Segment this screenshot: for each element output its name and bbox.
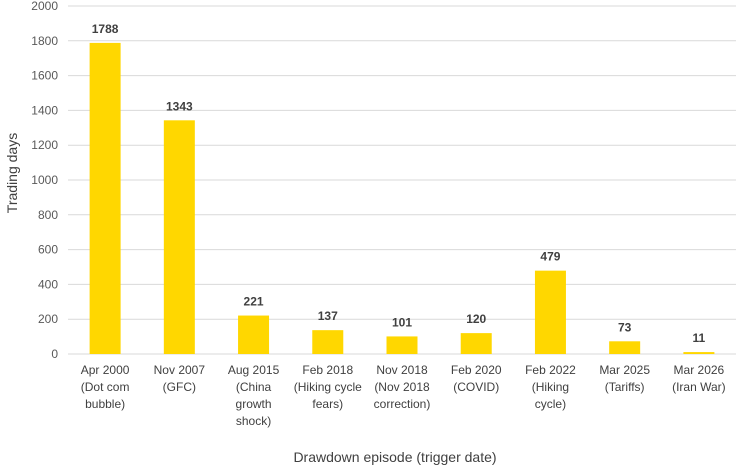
bar	[534, 270, 566, 354]
y-tick-label: 0	[51, 347, 58, 361]
data-label: 11	[693, 331, 706, 345]
x-category-label: Mar 2026 (Iran War)	[672, 363, 726, 394]
y-tick-label: 2000	[31, 0, 58, 13]
x-category-label: Nov 2018 (Nov 2018 correction)	[374, 363, 431, 411]
x-category-label: Nov 2007 (GFC)	[154, 363, 206, 394]
data-label: 120	[466, 312, 486, 326]
data-label: 1788	[92, 22, 119, 36]
data-labels: 1788 1343 221 137 101 120 479 73 11	[92, 22, 706, 345]
y-tick-label: 600	[38, 243, 58, 257]
x-category-label: Feb 2022 (Hiking cycle)	[525, 363, 576, 411]
data-label: 479	[540, 250, 560, 264]
data-label: 73	[618, 320, 632, 334]
y-axis-title: Trading days	[4, 133, 20, 213]
bars	[89, 42, 715, 355]
x-category-label: Mar 2025 (Tariffs)	[599, 363, 650, 394]
bar	[312, 330, 344, 354]
x-category-label: Apr 2000 (Dot com bubble)	[81, 363, 130, 411]
x-category-label: Feb 2018 (Hiking cycle fears)	[294, 363, 362, 411]
y-tick-label: 1600	[31, 69, 58, 83]
data-label: 137	[318, 309, 338, 323]
y-tick-label: 1200	[31, 138, 58, 152]
y-tick-label: 200	[38, 312, 58, 326]
y-axis-tick-labels: 0 200 400 600 800 1000 1200 1400 1600 1800 2000	[31, 0, 58, 361]
bar	[163, 120, 195, 355]
bar	[609, 341, 641, 354]
y-tick-label: 400	[38, 277, 58, 291]
y-tick-label: 1800	[31, 34, 58, 48]
bar	[460, 333, 492, 354]
y-tick-label: 1400	[31, 103, 58, 117]
y-tick-label: 800	[38, 208, 58, 222]
x-axis-title: Drawdown episode (trigger date)	[293, 449, 496, 465]
data-label: 221	[244, 295, 264, 309]
x-axis-category-labels: Apr 2000 (Dot com bubble) Nov 2007 (GFC) Aug …	[81, 363, 726, 428]
data-label: 1343	[166, 99, 193, 113]
bar	[386, 336, 418, 354]
bar	[238, 315, 270, 354]
data-label: 101	[392, 315, 412, 329]
bar	[89, 42, 121, 354]
x-category-label: Feb 2020 (COVID)	[451, 363, 502, 394]
x-category-label: Aug 2015 (China growth shock)	[228, 363, 280, 428]
y-tick-label: 1000	[31, 173, 58, 187]
bar	[683, 352, 715, 354]
